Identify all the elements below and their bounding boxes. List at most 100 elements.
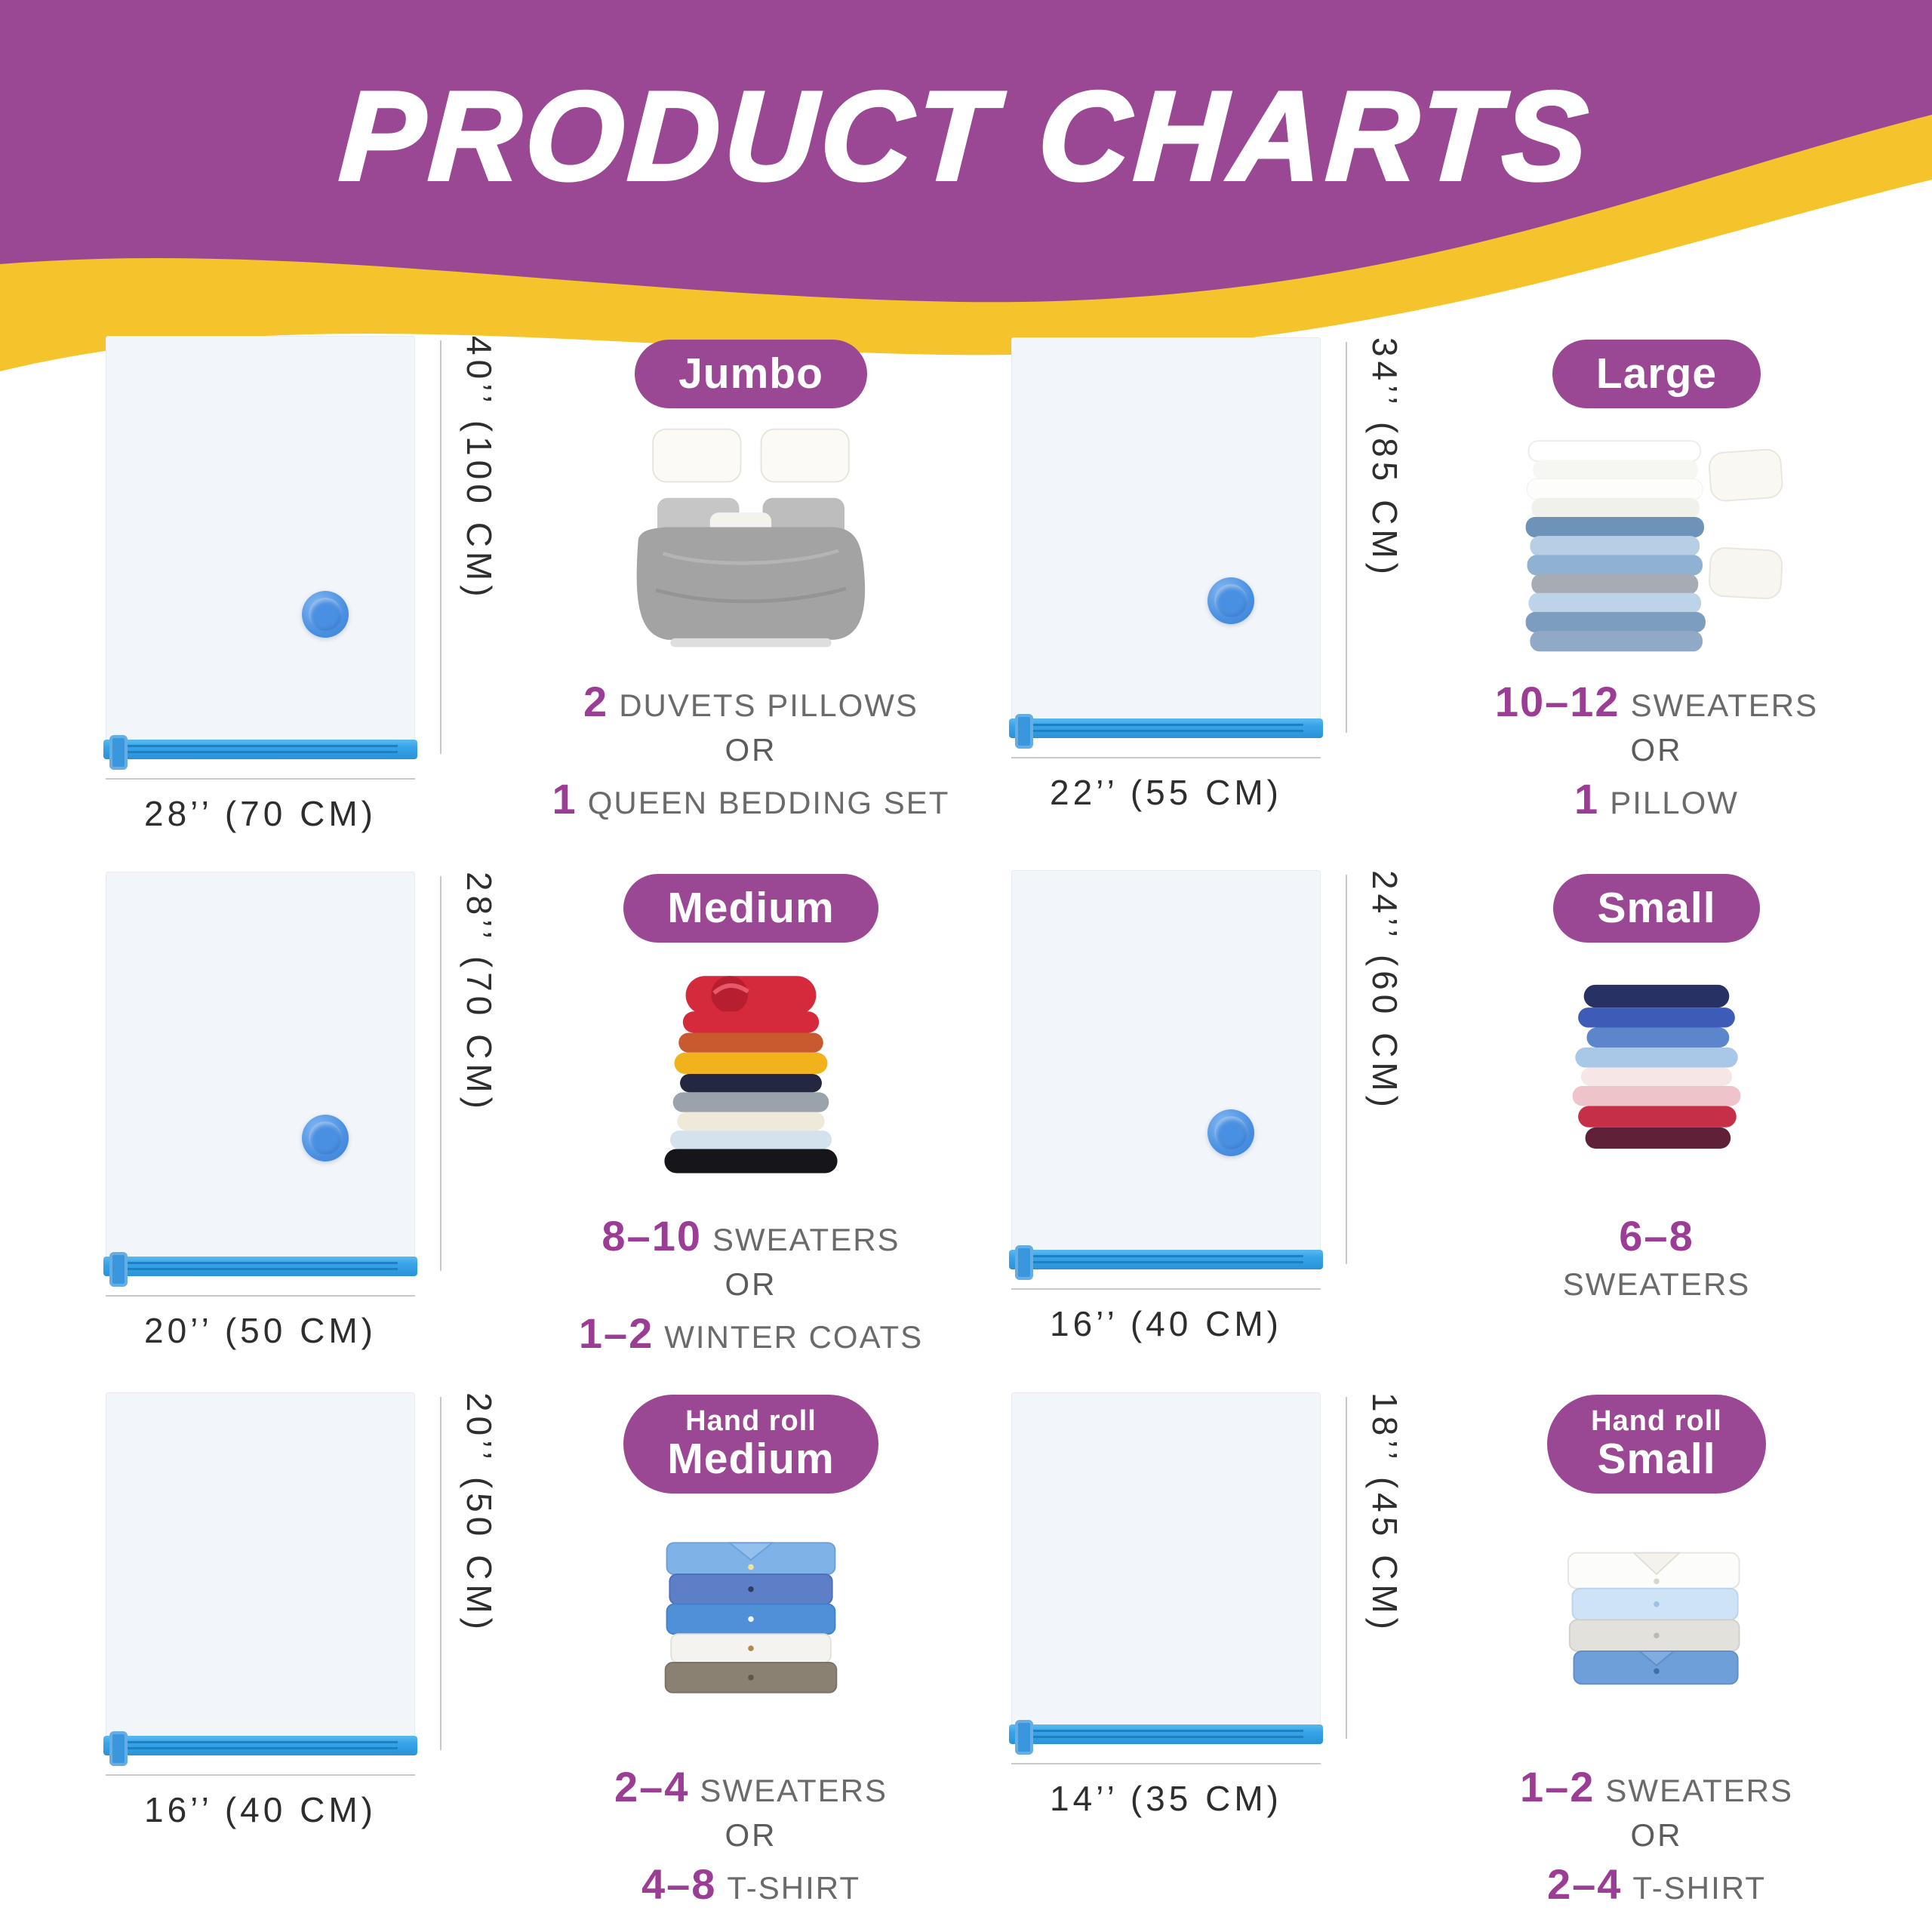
size-badge-jumbo: Jumbo xyxy=(635,340,867,409)
capacity-item: WINTER COATS xyxy=(664,1319,924,1355)
width-dimension-label: 28’’ (70 CM) xyxy=(144,794,377,833)
purple-header-shape xyxy=(0,0,1932,303)
height-dimension-label: 34’’ (85 CM) xyxy=(1365,337,1404,579)
badge-subtitle: Hand roll xyxy=(685,1405,817,1437)
or-label: OR xyxy=(1630,1817,1683,1853)
capacity-number: 2–4 xyxy=(614,1762,690,1810)
width-dimension-label: 20’’ (50 CM) xyxy=(144,1311,377,1350)
capacity-item: SWEATERS xyxy=(700,1772,888,1808)
capacity-number: 1–2 xyxy=(578,1309,654,1358)
size-badge-medium: Medium xyxy=(623,874,878,943)
width-dimension-label: 14’’ (35 CM) xyxy=(1050,1779,1282,1818)
info-handroll-medium: Hand roll Medium 2–4 SWEATERS xyxy=(570,1395,932,1915)
vacuum-bag-large xyxy=(1009,337,1323,749)
vacuum-bag-medium xyxy=(103,872,417,1287)
badge-title: Large xyxy=(1595,349,1718,398)
height-dimension-label: 28’’ (70 CM) xyxy=(460,872,499,1113)
badge-title: Jumbo xyxy=(678,349,823,398)
capacity-number: 6–8 xyxy=(1619,1212,1694,1260)
capacity-item: SWEATERS xyxy=(1630,688,1819,724)
sweater-stack-small-photo xyxy=(1528,956,1785,1190)
capacity-item: T-SHIRT xyxy=(1632,1869,1766,1906)
width-dimension-label: 16’’ (40 CM) xyxy=(1050,1304,1282,1343)
size-badge-large: Large xyxy=(1552,340,1761,409)
width-dimension-line xyxy=(1011,1763,1321,1764)
badge-title: Small xyxy=(1597,884,1716,932)
info-medium: Medium 8–10 SWEATERS OR xyxy=(570,874,932,1364)
capacity-number: 10–12 xyxy=(1494,678,1620,726)
shirt-stack-photo xyxy=(623,1507,879,1741)
zip-slider-icon xyxy=(1015,1720,1033,1755)
capacity-item: PILLOW xyxy=(1610,785,1739,821)
info-large: Large 10–12 SWEATERS xyxy=(1475,340,1838,829)
zip-slider-icon xyxy=(109,735,128,770)
capacity-item: DUVETS PILLOWS xyxy=(619,688,918,724)
or-label: OR xyxy=(724,732,777,768)
info-handroll-small: Hand roll Small 1–2 SWEATERS OR xyxy=(1475,1395,1838,1915)
page-title: PRODUCT CHARTS xyxy=(335,63,1597,208)
roll-bag-medium xyxy=(103,1392,417,1766)
zip-slider-icon xyxy=(109,1731,128,1766)
height-dimension-line xyxy=(440,876,441,1271)
info-jumbo: Jumbo 2 DUVETS PILLOWS OR 1 xyxy=(552,340,948,829)
capacity-text: 1–2 SWEATERS OR 2–4 T-SHIRT xyxy=(1520,1756,1793,1915)
bag-figure-small: 24’’ (60 CM) 16’’ (40 CM) xyxy=(1009,870,1540,1444)
bag-figure-medium: 28’’ (70 CM) 20’’ (50 CM) xyxy=(103,872,634,1445)
capacity-text: 8–10 SWEATERS OR 1–2 WINTER COATS xyxy=(579,1205,923,1364)
capacity-number: 2–4 xyxy=(1546,1860,1623,1908)
zip-slider-icon xyxy=(1015,714,1033,749)
width-dimension-line xyxy=(106,1774,415,1776)
height-dimension-line xyxy=(1346,875,1347,1264)
bedding-set-photo xyxy=(615,422,887,656)
sweater-stack-photo xyxy=(623,956,879,1190)
zip-seal xyxy=(1009,714,1323,749)
capacity-number: 1–2 xyxy=(1519,1762,1595,1810)
vacuum-bag-small xyxy=(1009,870,1323,1280)
bag-figure-handroll-small: 18’’ (45 CM) 14’’ (35 CM) xyxy=(1009,1392,1540,1932)
or-label: OR xyxy=(724,1817,777,1853)
size-badge-handroll-medium: Hand roll Medium xyxy=(623,1395,878,1494)
height-dimension-label: 18’’ (45 CM) xyxy=(1365,1392,1404,1634)
or-label: OR xyxy=(1630,732,1683,768)
zip-seal xyxy=(1009,1245,1323,1280)
zip-seal xyxy=(103,735,417,770)
air-valve-icon xyxy=(301,591,349,638)
height-dimension-label: 20’’ (50 CM) xyxy=(460,1392,499,1634)
height-dimension-label: 40’’ (100 CM) xyxy=(460,336,499,601)
capacity-number: 1 xyxy=(552,775,577,823)
height-dimension-line xyxy=(440,340,441,754)
header-wave-graphic xyxy=(0,0,1932,371)
capacity-text: 10–12 SWEATERS OR 1 PILLOW xyxy=(1495,671,1818,829)
roll-bag-small xyxy=(1009,1392,1323,1755)
height-dimension-line xyxy=(1346,1397,1347,1739)
vacuum-bag-jumbo xyxy=(103,336,417,770)
capacity-text: 2 DUVETS PILLOWS OR 1 QUEEN BEDDING SET xyxy=(552,671,950,829)
capacity-text: 6–8 SWEATERS xyxy=(1563,1205,1751,1309)
air-valve-icon xyxy=(1207,577,1254,625)
air-valve-icon xyxy=(301,1114,349,1161)
capacity-number: 8–10 xyxy=(601,1212,702,1260)
capacity-text: 2–4 SWEATERS OR 4–8 T-SHIRT xyxy=(614,1756,888,1915)
or-label: OR xyxy=(724,1266,777,1303)
capacity-item: SWEATERS xyxy=(1562,1266,1751,1303)
folded-shirts-photo xyxy=(1528,1507,1785,1741)
zip-seal xyxy=(1009,1720,1323,1755)
bag-figure-handroll-medium: 20’’ (50 CM) 16’’ (40 CM) xyxy=(103,1392,634,1932)
height-dimension-line xyxy=(1346,342,1347,733)
info-small: Small 6–8 SWEATERS xyxy=(1475,874,1838,1309)
badge-title: Small xyxy=(1597,1434,1716,1483)
capacity-number: 2 xyxy=(583,678,609,726)
capacity-number: 4–8 xyxy=(641,1860,717,1908)
zip-slider-icon xyxy=(1015,1245,1033,1280)
height-dimension-label: 24’’ (60 CM) xyxy=(1365,870,1404,1112)
bag-figure-jumbo: 40’’ (100 CM) 28’’ (70 CM) xyxy=(103,336,634,909)
height-dimension-line xyxy=(440,1397,441,1750)
width-dimension-label: 22’’ (55 CM) xyxy=(1050,773,1282,812)
badge-subtitle: Hand roll xyxy=(1591,1405,1722,1437)
bag-figure-large: 34’’ (85 CM) 22’’ (55 CM) xyxy=(1009,337,1540,911)
capacity-item: SWEATERS xyxy=(1605,1772,1794,1808)
capacity-item: SWEATERS xyxy=(712,1222,900,1258)
badge-title: Medium xyxy=(667,1434,835,1483)
linens-pillows-photo xyxy=(1517,422,1796,656)
